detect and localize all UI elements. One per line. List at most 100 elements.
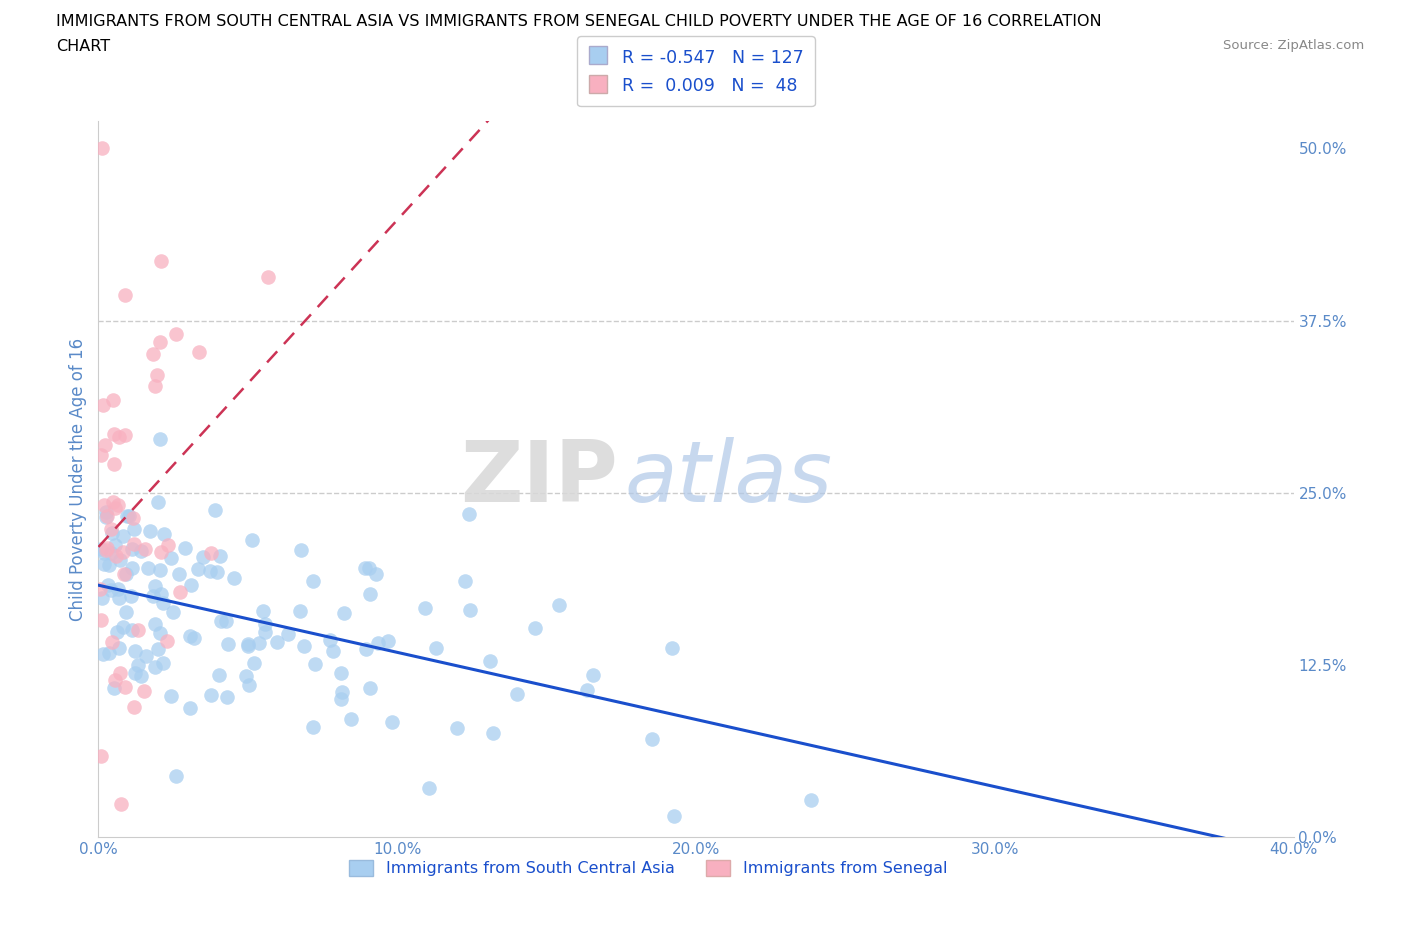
Point — [139, 524, 162, 538]
Y-axis label: Child Poverty Under the Age of 16: Child Poverty Under the Age of 16 — [69, 338, 87, 620]
Point — [100, 546, 122, 561]
Point — [96, 509, 118, 524]
Point — [93, 497, 115, 512]
Point — [146, 495, 169, 510]
Point — [112, 545, 135, 560]
Point — [266, 635, 288, 650]
Point — [329, 666, 352, 681]
Point — [101, 634, 124, 649]
Point — [122, 699, 145, 714]
Point — [366, 566, 388, 581]
Point — [179, 629, 201, 644]
Point — [165, 326, 187, 341]
Point — [91, 397, 114, 412]
Point — [208, 549, 231, 564]
Point — [208, 668, 231, 683]
Point — [134, 684, 156, 698]
Point — [94, 510, 117, 525]
Point — [418, 781, 440, 796]
Point — [118, 509, 141, 524]
Point — [332, 605, 354, 620]
Point — [277, 627, 299, 642]
Point — [482, 725, 505, 740]
Point — [460, 603, 482, 618]
Point — [174, 540, 197, 555]
Point — [94, 437, 117, 452]
Point — [150, 545, 173, 560]
Point — [90, 613, 112, 628]
Point — [304, 657, 326, 671]
Point — [149, 432, 172, 446]
Point — [523, 621, 546, 636]
Point — [122, 537, 145, 551]
Point — [117, 509, 139, 524]
Point — [256, 270, 278, 285]
Point — [100, 582, 122, 597]
Point — [217, 637, 239, 652]
Point — [135, 648, 157, 663]
Point — [330, 684, 353, 699]
Point — [103, 681, 125, 696]
Point — [142, 589, 165, 604]
Point — [97, 578, 120, 592]
Point — [90, 448, 112, 463]
Point — [240, 533, 263, 548]
Point — [381, 714, 404, 729]
Point — [107, 498, 129, 512]
Point — [115, 604, 138, 619]
Point — [96, 504, 118, 519]
Point — [457, 506, 479, 521]
Point — [353, 561, 375, 576]
Point — [107, 429, 129, 444]
Point — [143, 579, 166, 594]
Point — [134, 542, 156, 557]
Point — [146, 367, 169, 382]
Point — [149, 562, 172, 577]
Point — [329, 692, 352, 707]
Point — [359, 681, 381, 696]
Text: IMMIGRANTS FROM SOUTH CENTRAL ASIA VS IMMIGRANTS FROM SENEGAL CHILD POVERTY UNDE: IMMIGRANTS FROM SOUTH CENTRAL ASIA VS IM… — [56, 14, 1102, 29]
Point — [112, 619, 135, 634]
Point — [340, 711, 363, 726]
Text: CHART: CHART — [56, 39, 110, 54]
Point — [193, 550, 215, 565]
Point — [96, 540, 118, 555]
Point — [377, 633, 399, 648]
Point — [478, 654, 501, 669]
Point — [288, 604, 311, 618]
Point — [115, 566, 138, 581]
Point — [143, 616, 166, 631]
Point — [110, 666, 132, 681]
Point — [121, 541, 143, 556]
Point — [152, 596, 174, 611]
Point — [152, 656, 174, 671]
Point — [413, 601, 436, 616]
Point — [183, 631, 205, 645]
Point — [98, 557, 121, 572]
Point — [576, 683, 599, 698]
Point — [142, 347, 165, 362]
Point — [165, 769, 187, 784]
Point — [215, 690, 238, 705]
Point — [149, 335, 172, 350]
Point — [359, 587, 381, 602]
Point — [150, 587, 173, 602]
Point — [104, 500, 127, 515]
Point — [90, 141, 112, 156]
Point — [169, 566, 191, 581]
Point — [108, 591, 131, 605]
Point — [254, 625, 277, 640]
Point — [100, 522, 122, 537]
Point — [105, 624, 128, 639]
Point — [205, 565, 228, 579]
Point — [103, 457, 125, 472]
Point — [149, 254, 172, 269]
Point — [302, 719, 325, 734]
Point — [661, 640, 683, 655]
Point — [129, 669, 152, 684]
Point — [247, 636, 270, 651]
Point — [200, 545, 222, 560]
Point — [103, 427, 125, 442]
Point — [252, 604, 274, 618]
Point — [506, 686, 529, 701]
